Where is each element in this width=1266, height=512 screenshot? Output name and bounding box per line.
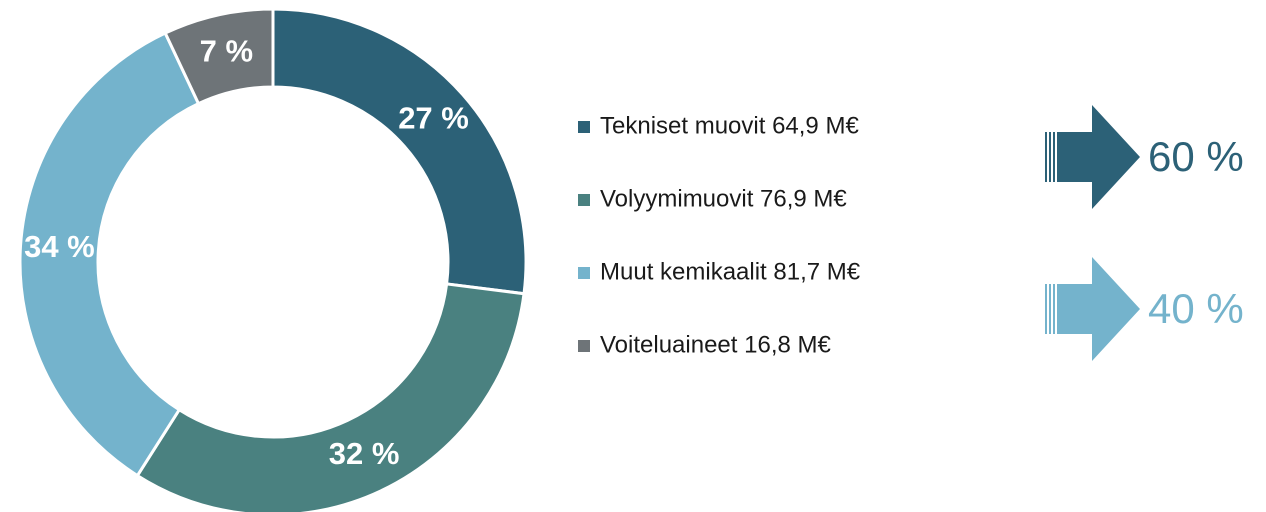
arrow [1057,257,1140,361]
legend-label: Tekniset muovit 64,9 M€ [600,112,859,139]
annotation: 40 % [1148,285,1244,332]
legend-swatch [578,340,590,352]
arrow-stripe [1049,132,1051,182]
arrow-stripe [1045,284,1047,334]
arrow [1057,105,1140,209]
data-label: 32 % [329,436,400,471]
slice [135,282,526,512]
arrow-stripe [1053,284,1055,334]
legend-swatch [578,121,590,133]
slice [163,7,275,106]
slice [18,31,201,478]
legend-label: Voiteluaineet 16,8 M€ [600,331,831,358]
legend-swatch [578,194,590,206]
legend-label: Volyymimuovit 76,9 M€ [600,185,847,212]
legend-swatch [578,267,590,279]
arrow-stripe [1049,284,1051,334]
data-label: 27 % [398,101,469,136]
legend-label: Muut kemikaalit 81,7 M€ [600,258,861,285]
data-label: 7 % [200,33,253,68]
data-label: 34 % [24,229,95,264]
arrow-stripe [1053,132,1055,182]
arrow-stripe [1045,132,1047,182]
annotation: 60 % [1148,133,1244,180]
slice [271,7,528,296]
